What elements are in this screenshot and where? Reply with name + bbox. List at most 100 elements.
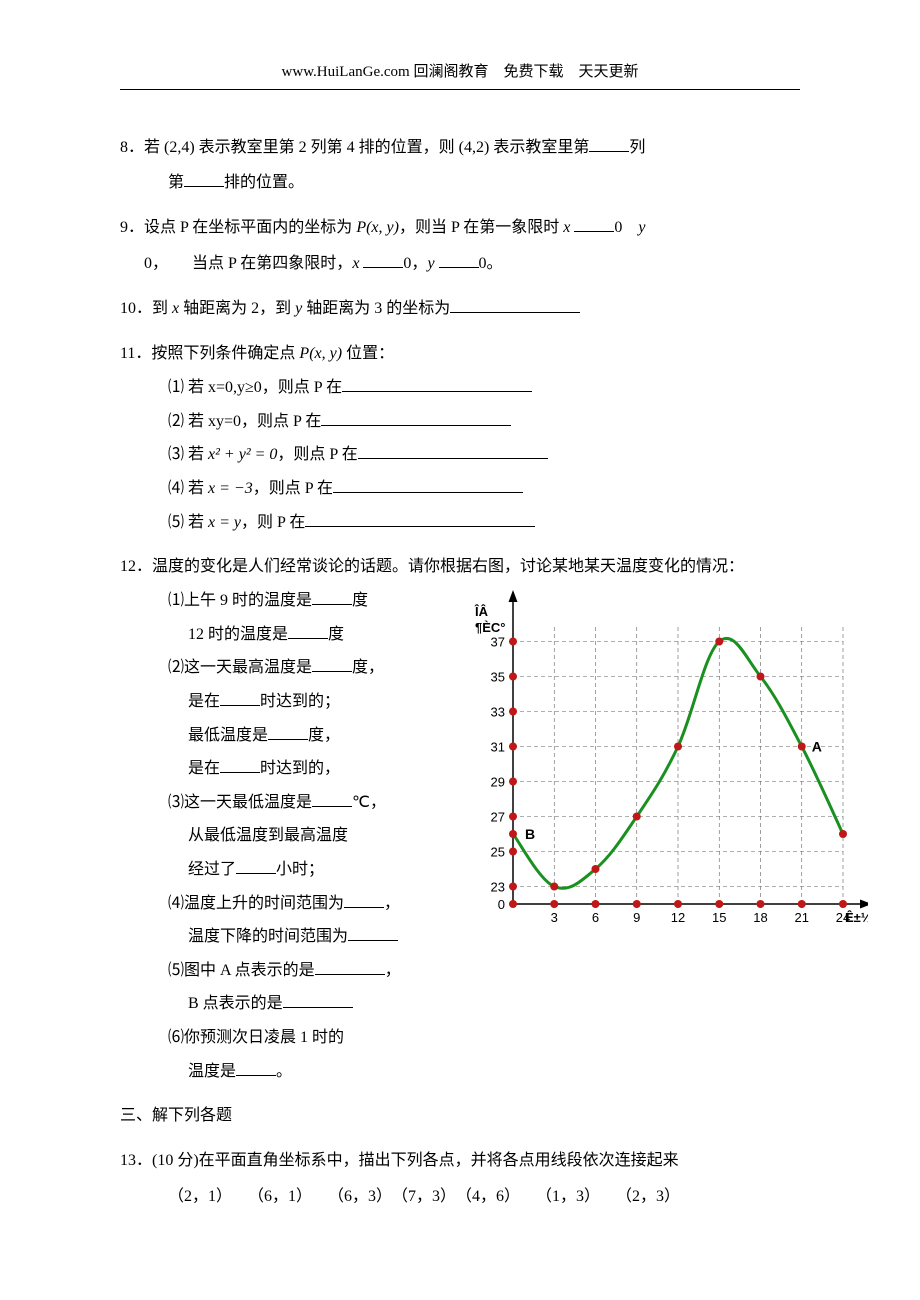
svg-text:37: 37 <box>491 635 505 650</box>
svg-text:A: A <box>812 739 822 755</box>
q11-3b: ，则点 P 在 <box>277 446 357 463</box>
svg-text:23: 23 <box>491 880 505 895</box>
q12-l8: 从最低温度到最高温度 <box>188 827 348 844</box>
q11-3-blank <box>358 442 548 459</box>
q11-5b: ，则 P 在 <box>241 514 305 531</box>
q12-b10 <box>344 891 384 908</box>
q8-text-c: 第 <box>168 174 184 191</box>
q9-a: 9．设点 P 在坐标平面内的坐标为 <box>120 219 356 236</box>
svg-text:29: 29 <box>491 775 505 790</box>
header-rule <box>120 89 800 90</box>
q12-l5b: 度， <box>308 727 340 744</box>
q12-l4b: 时达到的； <box>260 693 340 710</box>
q12-b5 <box>268 723 308 740</box>
q12-b15 <box>236 1059 276 1076</box>
svg-text:Ê±¼äÊ±: Ê±¼äÊ± <box>845 910 868 925</box>
q12-chart-container: 023252729313335373691215182124ÎÂ¶ÈC°Ê±¼ä… <box>458 584 868 944</box>
q12-l7b: ℃， <box>352 794 386 811</box>
q11-1: ⑴ 若 x=0,y≥0，则点 P 在 <box>168 379 342 396</box>
q12-l12b: ， <box>385 962 401 979</box>
q10-a: 10．到 <box>120 300 172 317</box>
q10-c: 轴距离为 3 的坐标为 <box>302 300 450 317</box>
q12-l6: 是在 <box>188 760 220 777</box>
q8-blank-row <box>184 170 224 187</box>
svg-text:¶ÈC°: ¶ÈC° <box>475 620 506 635</box>
q12-l7: ⑶这一天最低温度是 <box>168 794 312 811</box>
q11-3eq: x² + y² = 0 <box>208 446 277 463</box>
q11-title: 11．按照下列条件确定点 <box>120 345 299 362</box>
svg-text:0: 0 <box>498 897 505 912</box>
q11-4a: ⑷ 若 <box>168 480 208 497</box>
q12-l11: 温度下降的时间范围为 <box>188 928 348 945</box>
q9-blank2 <box>363 251 403 268</box>
temperature-chart: 023252729313335373691215182124ÎÂ¶ÈC°Ê±¼ä… <box>458 584 868 944</box>
q9-x: x <box>563 219 570 236</box>
q12-b11 <box>348 924 398 941</box>
question-10: 10．到 x 轴距离为 2，到 y 轴距离为 3 的坐标为 <box>120 291 800 326</box>
q12-l9b: 小时； <box>276 861 324 878</box>
q11-4b: ，则点 P 在 <box>253 480 333 497</box>
svg-text:31: 31 <box>491 740 505 755</box>
q8-text-d: 排的位置。 <box>224 174 304 191</box>
svg-text:35: 35 <box>491 670 505 685</box>
q9-b: ，则当 P 在第一象限时 <box>399 219 563 236</box>
q11-title2: 位置： <box>342 345 394 362</box>
question-9: 9．设点 P 在坐标平面内的坐标为 P(x, y)，则当 P 在第一象限时 x … <box>120 210 800 280</box>
q12-l3b: 度， <box>352 659 384 676</box>
document-page: www.HuiLanGe.com 回澜阁教育 免费下载 天天更新 8．若 (2,… <box>0 0 920 1284</box>
q12-intro: 12．温度的变化是人们经常谈论的话题。请你根据右图，讨论某地某天温度变化的情况： <box>120 549 800 584</box>
svg-text:21: 21 <box>795 910 809 925</box>
svg-text:12: 12 <box>671 910 685 925</box>
q12-l5: 最低温度是 <box>188 727 268 744</box>
q12-left-column: ⑴上午 9 时的温度是度 12 时的温度是度 ⑵这一天最高温度是度， 是在时达到… <box>120 584 458 1088</box>
svg-text:18: 18 <box>753 910 767 925</box>
question-13: 13．(10 分)在平面直角坐标系中，描出下列各点，并将各点用线段依次连接起来 … <box>120 1143 800 1213</box>
q11-2: ⑵ 若 xy=0，则点 P 在 <box>168 413 321 430</box>
q11-5a: ⑸ 若 <box>168 514 208 531</box>
q12-l12: ⑸图中 A 点表示的是 <box>168 962 315 979</box>
q9-y2: y <box>427 255 434 272</box>
q12-l10b: ， <box>384 895 400 912</box>
svg-text:6: 6 <box>592 910 599 925</box>
q11-5-blank <box>305 510 535 527</box>
q12-l2: 12 时的温度是 <box>188 626 288 643</box>
q11-3a: ⑶ 若 <box>168 446 208 463</box>
svg-text:27: 27 <box>491 810 505 825</box>
q12-b3 <box>312 655 352 672</box>
q9-y: y <box>638 219 645 236</box>
q12-b12 <box>315 958 385 975</box>
q12-l15b: 。 <box>276 1063 292 1080</box>
svg-text:ÎÂ: ÎÂ <box>474 604 489 619</box>
q9-pxy: P(x, y) <box>356 219 399 236</box>
q12-b2 <box>288 622 328 639</box>
q11-pxy: P(x, y) <box>299 345 342 362</box>
q11-2-blank <box>321 409 511 426</box>
q12-l2b: 度 <box>328 626 344 643</box>
q12-l1: ⑴上午 9 时的温度是 <box>168 592 312 609</box>
q10-b: 轴距离为 2，到 <box>179 300 295 317</box>
q12-l14: ⑹你预测次日凌晨 1 时的 <box>168 1029 344 1046</box>
q12-l10: ⑷温度上升的时间范围为 <box>168 895 344 912</box>
q10-blank <box>450 296 580 313</box>
svg-text:B: B <box>525 826 535 842</box>
svg-text:3: 3 <box>551 910 558 925</box>
section-3-heading: 三、解下列各题 <box>120 1098 800 1133</box>
q13-points: （2，1） （6，1） （6，3） （7，3） （4，6） （1，3） （2，3… <box>120 1179 800 1214</box>
question-12: 12．温度的变化是人们经常谈论的话题。请你根据右图，讨论某地某天温度变化的情况：… <box>120 549 800 1088</box>
q12-b4 <box>220 689 260 706</box>
q9-blank3 <box>439 251 479 268</box>
q12-l4: 是在 <box>188 693 220 710</box>
svg-text:9: 9 <box>633 910 640 925</box>
q12-l9: 经过了 <box>188 861 236 878</box>
q8-text-b: 列 <box>629 139 645 156</box>
q11-5eq: x = y <box>208 514 241 531</box>
q9-blank1 <box>574 215 614 232</box>
q9-z1: 0 <box>614 219 638 236</box>
q11-1-blank <box>342 375 532 392</box>
svg-text:33: 33 <box>491 705 505 720</box>
q9-z2: 0， <box>403 255 427 272</box>
page-header: www.HuiLanGe.com 回澜阁教育 免费下载 天天更新 <box>120 60 800 81</box>
question-8: 8．若 (2,4) 表示教室里第 2 列第 4 排的位置，则 (4,2) 表示教… <box>120 130 800 200</box>
q12-l1b: 度 <box>352 592 368 609</box>
question-11: 11．按照下列条件确定点 P(x, y) 位置： ⑴ 若 x=0,y≥0，则点 … <box>120 336 800 539</box>
